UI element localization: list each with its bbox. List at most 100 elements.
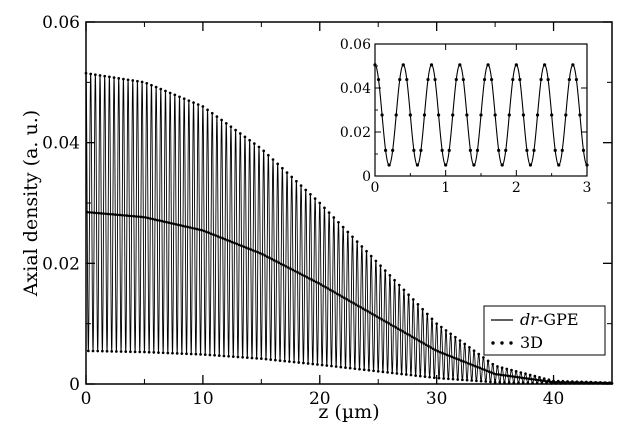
data-point-3d (409, 373, 413, 377)
data-point-3d (137, 215, 140, 219)
data-point-3d (379, 264, 382, 268)
data-point-3d (437, 376, 441, 380)
data-point-3d (510, 368, 513, 372)
data-point-3d (207, 231, 211, 235)
data-point-3d (85, 210, 89, 214)
inset-data-point (408, 113, 412, 117)
data-point-3d (230, 240, 234, 244)
data-point-3d (319, 283, 323, 286)
data-point-3d (390, 371, 394, 375)
inset-data-point (451, 113, 455, 117)
data-point-3d (187, 99, 191, 103)
data-point-3d (521, 381, 525, 385)
data-point-3d (404, 373, 408, 376)
data-point-3d (271, 158, 275, 161)
data-point-3d (185, 352, 188, 356)
legend-dot-sample (500, 341, 504, 345)
data-point-3d (498, 380, 502, 384)
data-point-3d (380, 317, 384, 321)
data-point-3d (326, 287, 330, 290)
data-point-3d (331, 289, 334, 293)
inset-data-point (444, 163, 448, 167)
data-point-3d (466, 362, 470, 365)
data-point-3d (382, 319, 386, 323)
data-point-3d (522, 376, 526, 380)
data-point-3d (333, 291, 337, 294)
inset-data-point (521, 113, 526, 117)
data-point-3d (244, 246, 248, 249)
data-point-3d (282, 263, 285, 267)
inset-data-point (514, 63, 518, 67)
data-point-3d (455, 357, 458, 361)
data-point-3d (459, 359, 463, 362)
data-point-3d (231, 355, 235, 358)
data-point-3d (530, 377, 533, 381)
data-point-3d (203, 353, 207, 356)
data-point-3d (221, 237, 225, 240)
data-point-3d (353, 367, 357, 371)
data-point-3d (368, 311, 372, 314)
inset-data-point (429, 63, 434, 67)
data-point-3d (499, 373, 503, 377)
data-point-3d (293, 269, 297, 273)
data-point-3d (416, 303, 420, 306)
data-point-3d (217, 354, 221, 357)
data-point-3d (457, 358, 461, 361)
data-point-3d (238, 132, 242, 135)
data-point-3d (115, 350, 118, 353)
data-point-3d (240, 244, 243, 248)
data-point-3d (503, 381, 506, 384)
data-point-3d (196, 103, 200, 106)
data-point-3d (438, 350, 442, 354)
data-point-3d (215, 115, 219, 118)
data-point-3d (261, 252, 264, 256)
data-point-3d (310, 278, 313, 281)
data-point-3d (90, 211, 94, 214)
data-point-3d (388, 274, 392, 277)
inset-data-point (412, 148, 416, 152)
inset-data-point (415, 163, 419, 167)
data-point-3d (461, 378, 464, 382)
data-point-3d (321, 284, 325, 288)
data-point-3d (306, 362, 310, 365)
data-point-3d (264, 357, 268, 361)
data-point-3d (427, 344, 430, 348)
data-point-3d (358, 367, 361, 371)
data-point-3d (283, 359, 287, 363)
data-point-3d (109, 212, 112, 216)
data-point-3d (155, 218, 159, 222)
data-point-3d (113, 213, 117, 216)
data-point-3d (367, 368, 371, 372)
data-point-3d (98, 74, 102, 77)
data-point-3d (468, 345, 471, 349)
data-point-3d (403, 331, 407, 335)
data-point-3d (364, 308, 367, 312)
data-point-3d (386, 371, 389, 374)
data-point-3d (372, 369, 375, 373)
data-point-3d (344, 366, 347, 369)
data-point-3d (179, 224, 183, 227)
data-point-3d (524, 372, 527, 376)
data-point-3d (174, 223, 178, 226)
data-point-3d (432, 376, 436, 380)
legend: dr-GPE 3D (483, 305, 606, 356)
data-point-3d (144, 216, 147, 219)
data-point-3d (193, 227, 197, 230)
inset-data-point (458, 63, 462, 67)
inset-data-marks (373, 63, 589, 167)
inset-data-point (581, 148, 586, 152)
data-point-3d (168, 91, 172, 95)
data-point-3d (272, 258, 276, 262)
data-point-3d (480, 367, 484, 371)
data-point-3d (143, 350, 146, 354)
data-point-3d (257, 145, 261, 149)
data-point-3d (292, 360, 296, 364)
data-point-3d (436, 349, 440, 353)
data-point-3d (508, 374, 512, 378)
data-point-3d (351, 235, 354, 239)
data-point-3d (210, 111, 214, 115)
data-point-3d (92, 211, 96, 215)
data-point-3d (393, 278, 396, 282)
inset-data-point (539, 77, 543, 82)
data-point-3d (116, 213, 119, 217)
